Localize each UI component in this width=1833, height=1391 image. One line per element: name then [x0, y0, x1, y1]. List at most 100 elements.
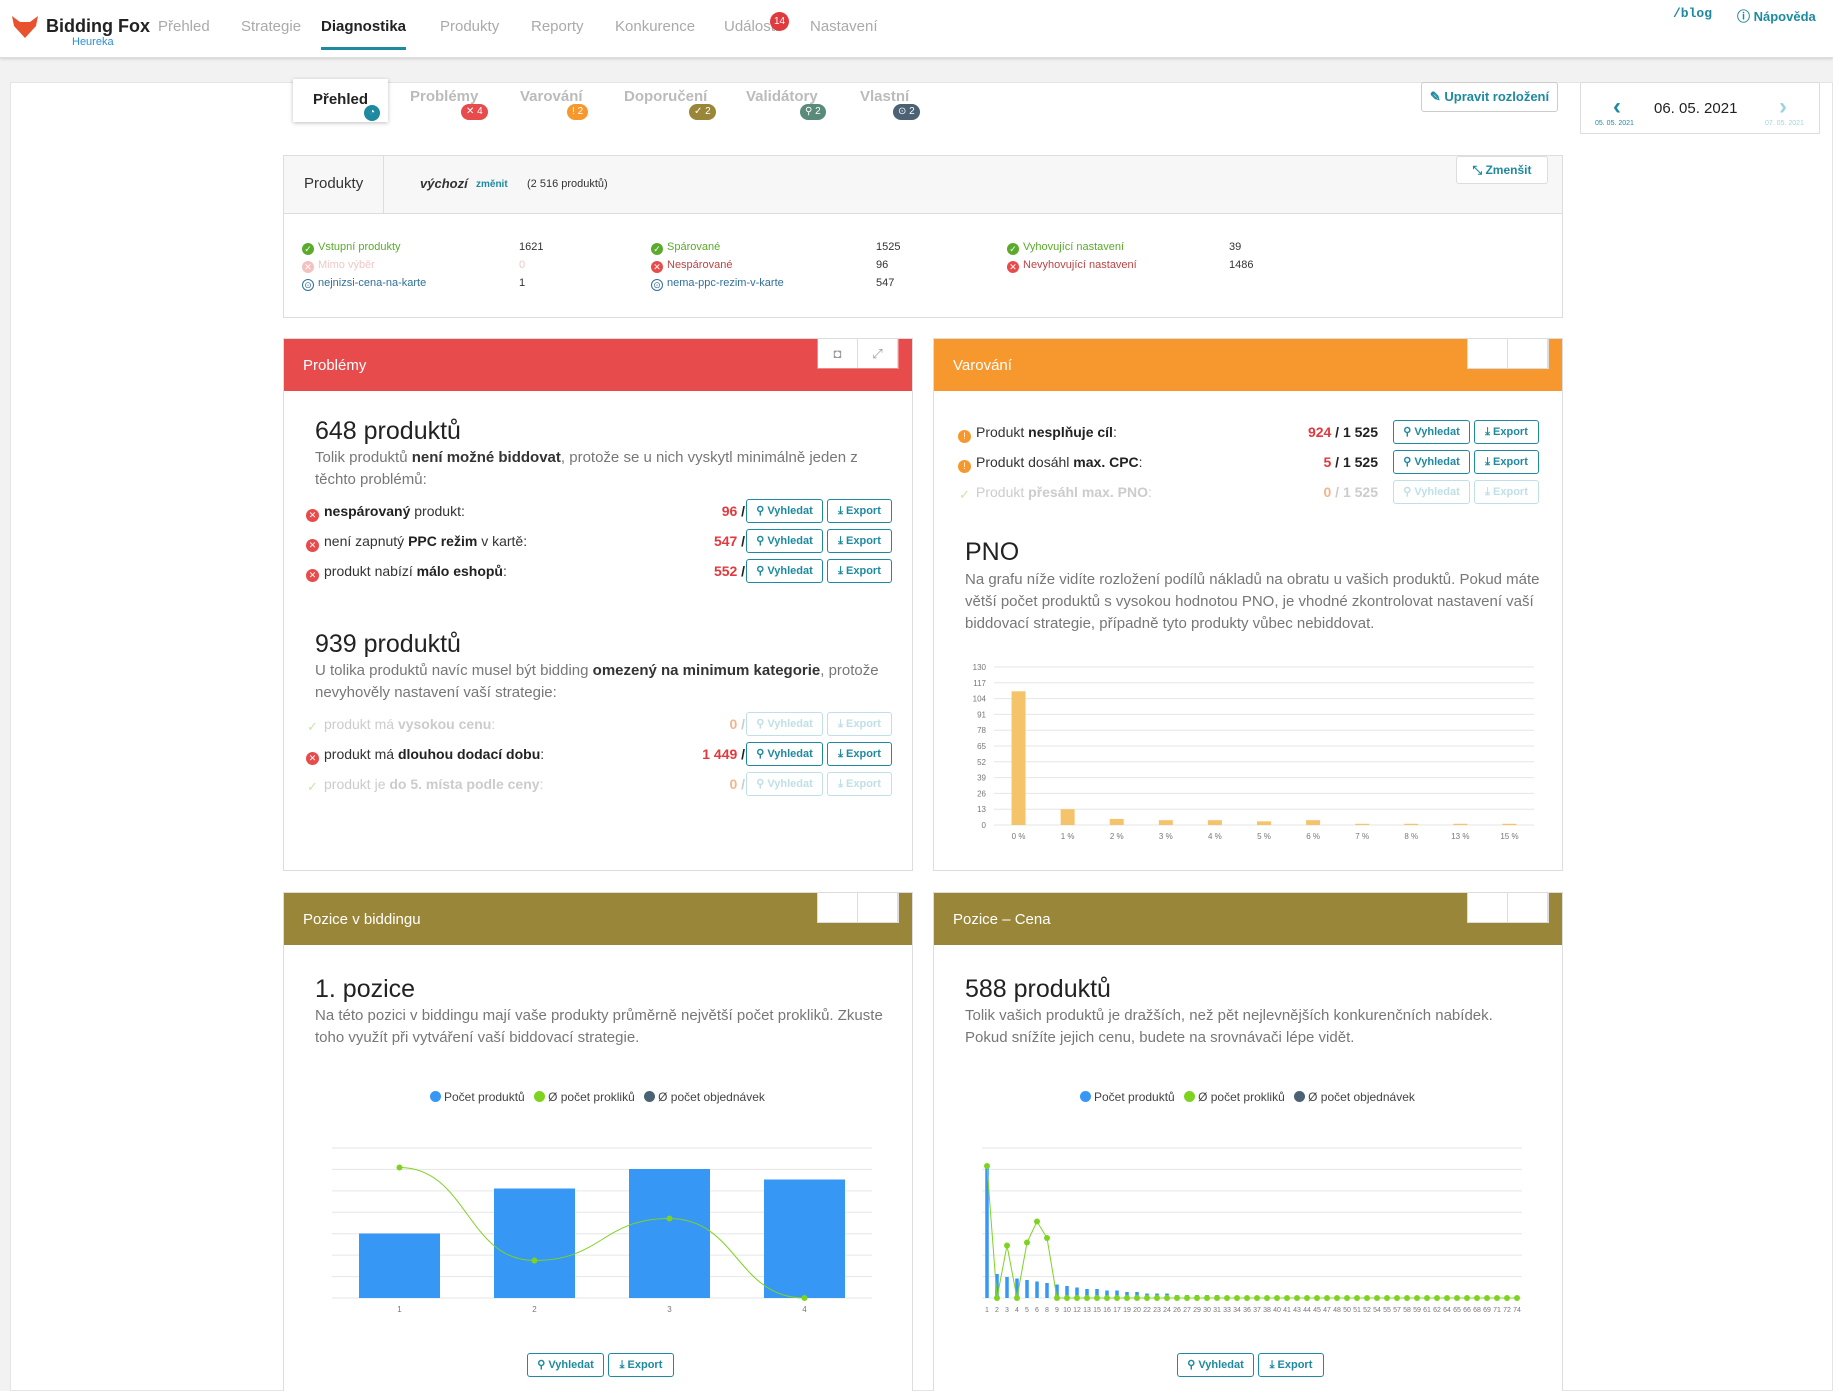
legend-orders[interactable]: Ø počet objednávek	[1308, 1090, 1415, 1104]
clicks-point[interactable]	[1374, 1295, 1380, 1301]
products-bar[interactable]	[1045, 1283, 1049, 1298]
subtab-vlastni[interactable]: Vlastní	[860, 88, 910, 105]
pno-bar[interactable]	[1011, 691, 1026, 825]
clicks-point[interactable]	[1494, 1295, 1500, 1301]
camera-icon[interactable]	[1468, 339, 1508, 368]
clicks-point[interactable]	[1504, 1295, 1510, 1301]
clicks-point[interactable]	[1424, 1295, 1430, 1301]
products-bar[interactable]	[764, 1179, 845, 1299]
nav-prehled[interactable]: Přehled	[158, 18, 210, 35]
clicks-point[interactable]	[1344, 1295, 1350, 1301]
products-bar[interactable]	[1075, 1287, 1079, 1299]
clicks-point[interactable]	[1034, 1218, 1040, 1225]
export-button[interactable]: ⤓ Export	[1474, 450, 1539, 474]
legend-clicks[interactable]: Ø počet prokliků	[1198, 1090, 1285, 1104]
clicks-point[interactable]	[1044, 1235, 1050, 1241]
products-bar[interactable]	[1035, 1281, 1039, 1299]
clicks-point[interactable]	[1024, 1239, 1030, 1246]
stat-label[interactable]: ✕ Nespárované	[651, 259, 732, 273]
clicks-point[interactable]	[1074, 1295, 1080, 1301]
clicks-point[interactable]	[1454, 1295, 1460, 1301]
pno-bar[interactable]	[1306, 820, 1321, 825]
products-bar[interactable]	[359, 1233, 440, 1299]
clicks-point[interactable]	[666, 1215, 673, 1222]
current-date[interactable]: 06. 05. 2021	[1654, 100, 1738, 117]
search-button[interactable]: ⚲ Vyhledat	[746, 772, 823, 796]
clicks-point[interactable]	[1464, 1295, 1470, 1301]
legend-products[interactable]: Počet produktů	[444, 1090, 525, 1104]
products-bar[interactable]	[985, 1166, 989, 1298]
nav-reporty[interactable]: Reporty	[531, 18, 584, 35]
clicks-point[interactable]	[1014, 1295, 1020, 1301]
clicks-point[interactable]	[1214, 1295, 1220, 1301]
price-search-button[interactable]: ⚲ Vyhledat	[1177, 1353, 1254, 1377]
clicks-point[interactable]	[1184, 1295, 1190, 1301]
pno-bar[interactable]	[1109, 818, 1124, 825]
search-button[interactable]: ⚲ Vyhledat	[746, 499, 823, 523]
clicks-point[interactable]	[1254, 1295, 1260, 1301]
clicks-point[interactable]	[1314, 1295, 1320, 1301]
stat-label[interactable]: ✓ Vyhovující nastavení	[1007, 241, 1124, 255]
camera-icon[interactable]	[818, 893, 858, 922]
export-button[interactable]: ⤓ Export	[827, 529, 892, 553]
nav-produkty[interactable]: Produkty	[440, 18, 500, 35]
clicks-point[interactable]	[1334, 1295, 1340, 1301]
camera-icon[interactable]	[1468, 893, 1508, 922]
clicks-point[interactable]	[1324, 1295, 1330, 1301]
clicks-point[interactable]	[1164, 1295, 1170, 1301]
nav-udalosti[interactable]: Události	[724, 18, 779, 35]
products-bar[interactable]	[1085, 1289, 1089, 1298]
clicks-point[interactable]	[1204, 1295, 1210, 1301]
stat-label[interactable]: ⊙ nema-ppc-rezim-v-karte	[651, 277, 784, 291]
clicks-point[interactable]	[1004, 1242, 1010, 1249]
expand-icon[interactable]: ⤢	[858, 339, 898, 368]
products-bar[interactable]	[1025, 1280, 1029, 1298]
clicks-point[interactable]	[1114, 1295, 1120, 1301]
products-bar[interactable]	[1115, 1290, 1119, 1299]
stat-label[interactable]: ✓ Spárované	[651, 241, 720, 255]
expand-icon[interactable]	[1508, 893, 1548, 922]
clicks-point[interactable]	[1284, 1295, 1290, 1301]
search-button[interactable]: ⚲ Vyhledat	[1393, 450, 1470, 474]
clicks-point[interactable]	[1384, 1295, 1390, 1301]
clicks-point[interactable]	[1274, 1295, 1280, 1301]
clicks-point[interactable]	[994, 1295, 1000, 1301]
clicks-point[interactable]	[1404, 1295, 1410, 1301]
next-day-icon[interactable]: ›	[1779, 93, 1787, 120]
shrink-button[interactable]: ⤡ Zmenšit	[1456, 156, 1548, 184]
clicks-point[interactable]	[1144, 1295, 1150, 1301]
clicks-point[interactable]	[1354, 1295, 1360, 1301]
export-button[interactable]: ⤓ Export	[827, 742, 892, 766]
expand-icon[interactable]	[858, 893, 898, 922]
nav-konkurence[interactable]: Konkurence	[615, 18, 696, 35]
clicks-point[interactable]	[1084, 1295, 1090, 1301]
search-button[interactable]: ⚲ Vyhledat	[1393, 480, 1470, 504]
subtab-doporuceni[interactable]: Doporučení	[624, 88, 708, 105]
search-button[interactable]: ⚲ Vyhledat	[746, 559, 823, 583]
pno-bar[interactable]	[1502, 823, 1517, 825]
clicks-point[interactable]	[1194, 1295, 1200, 1301]
blog-link[interactable]: /blog	[1673, 6, 1713, 21]
help-link[interactable]: ⓘ Nápověda	[1737, 6, 1816, 25]
nav-diagnostika[interactable]: Diagnostika	[321, 18, 407, 50]
pno-bar[interactable]	[1404, 823, 1419, 825]
export-button[interactable]: ⤓ Export	[1474, 420, 1539, 444]
clicks-point[interactable]	[1064, 1295, 1070, 1301]
camera-icon[interactable]: ◘	[818, 339, 858, 368]
clicks-point[interactable]	[396, 1164, 403, 1171]
clicks-point[interactable]	[1444, 1295, 1450, 1301]
search-button[interactable]: ⚲ Vyhledat	[746, 712, 823, 736]
export-button[interactable]: ⤓ Export	[827, 772, 892, 796]
clicks-point[interactable]	[984, 1163, 990, 1169]
stat-label[interactable]: ✓ Vstupní produkty	[302, 241, 401, 255]
clicks-point[interactable]	[1264, 1295, 1270, 1301]
clicks-point[interactable]	[1514, 1295, 1520, 1301]
pno-bar[interactable]	[1453, 823, 1468, 825]
clicks-point[interactable]	[531, 1257, 538, 1264]
prev-day-icon[interactable]: ‹	[1613, 93, 1621, 120]
clicks-point[interactable]	[1364, 1295, 1370, 1301]
clicks-point[interactable]	[1304, 1295, 1310, 1301]
nav-nastaveni[interactable]: Nastavení	[810, 18, 878, 35]
pno-bar[interactable]	[1355, 823, 1370, 825]
export-button[interactable]: ⤓ Export	[827, 559, 892, 583]
